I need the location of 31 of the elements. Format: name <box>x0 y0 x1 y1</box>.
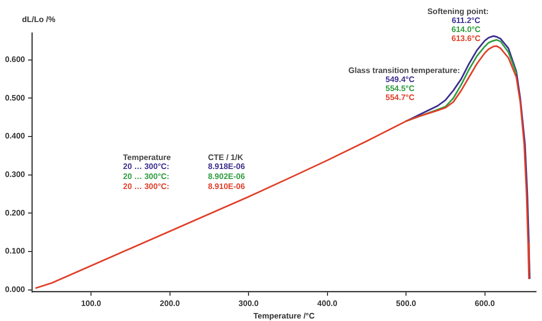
y-tick-label: 0.600 <box>4 55 26 64</box>
annotation: 8.902E-06 <box>208 172 246 182</box>
text: 611.2°C <box>452 16 480 26</box>
y-tick-label: 0.200 <box>4 208 26 218</box>
x-tick-label: 400.0 <box>317 298 338 308</box>
annotation: Temperature <box>123 153 172 162</box>
y-tick-label: 0.300 <box>4 170 26 180</box>
annotation: 554.5°C <box>386 84 415 94</box>
annotation: 20 … 300°C: <box>123 172 170 182</box>
annotation: 554.7°C <box>386 93 415 102</box>
y-tick-label: 0.500 <box>4 93 26 102</box>
annotation: 613.6°C <box>452 34 481 44</box>
x-tick-label: 300.0 <box>238 298 260 308</box>
x-tick-label: 500.0 <box>396 298 417 308</box>
text: Softening point: <box>427 7 489 16</box>
annotation: 20 … 300°C: <box>123 182 170 192</box>
x-tick-label: 200.0 <box>160 298 180 308</box>
y-axis-title: dL/Lo /% <box>22 15 56 24</box>
y-tick-label: 0.100 <box>4 246 26 256</box>
annotation: Glass transition temperature: <box>348 66 460 76</box>
x-tick-label: 600.0 <box>474 298 496 308</box>
annotation: 20 … 300°C: <box>123 162 170 172</box>
annotation: 614.0°C <box>452 25 481 34</box>
y-tick-label: 0.400 <box>4 132 26 141</box>
annotation: 8.910E-06 <box>208 182 246 192</box>
x-axis-title: Temperature /°C <box>253 311 315 320</box>
annotation: 8.918E-06 <box>208 162 246 172</box>
annotation: 549.4°C <box>386 75 415 84</box>
y-tick-label: 0.000 <box>4 285 26 294</box>
annotation: CTE / 1/K <box>208 153 244 162</box>
x-tick-label: 100.0 <box>81 298 102 308</box>
